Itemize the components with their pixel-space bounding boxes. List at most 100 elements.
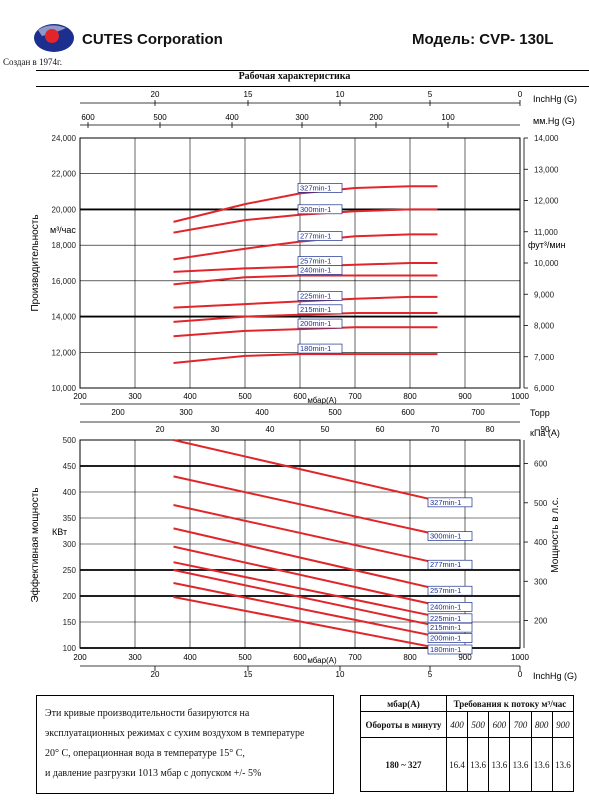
inchhg-top-tick: 20 xyxy=(151,90,160,99)
performance-charts: 20 15 10 5 0 InchHg (G)600 500 400 300 200 100 мм.H… xyxy=(29,90,577,681)
kpa-tick: 50 xyxy=(321,425,330,434)
power-series-line xyxy=(173,596,438,649)
torr-tick: 200 xyxy=(111,408,125,417)
inchhg-top-label: InchHg (G) xyxy=(533,94,577,104)
flow-cell: 13.6 xyxy=(488,737,511,792)
capacity-series-line xyxy=(173,326,438,338)
founded-note: Создан в 1974г. xyxy=(3,57,62,67)
capacity-series-label-box xyxy=(297,343,343,354)
conditions-note: Эти кривые производительности базируются… xyxy=(36,695,334,794)
rpm-header: Обороты в минуту xyxy=(360,711,447,738)
kpa-tick: 60 xyxy=(376,425,385,434)
power-series-line xyxy=(173,475,438,536)
power-series-label-box xyxy=(427,531,473,541)
torr-tick: 500 xyxy=(328,408,342,417)
power-y-tick: 150 xyxy=(63,618,77,627)
capacity-series-label-box xyxy=(297,231,343,241)
divider xyxy=(36,86,589,87)
inchhg-bottom-tick: 20 xyxy=(151,670,160,679)
inchhg-top-tick: 15 xyxy=(244,90,253,99)
capacity-series-label-box xyxy=(297,318,343,329)
inchhg-bottom-label: InchHg (G) xyxy=(533,671,577,681)
inchhg-top-tick: 5 xyxy=(428,90,433,99)
power-series-label: 257min-1 xyxy=(430,586,461,595)
power-right-tick: 200 xyxy=(534,617,548,626)
capacity-right-tick: 14,000 xyxy=(534,134,559,143)
mmhg-top-tick: 600 xyxy=(81,113,95,122)
note-line: Эти кривые производительности базируются… xyxy=(45,708,250,719)
kpa-tick: 40 xyxy=(266,425,275,434)
capacity-series-label: 257min-1 xyxy=(300,257,331,266)
power-y-tick: 500 xyxy=(63,436,77,445)
kpa-label: кПа (А) xyxy=(530,428,560,438)
flow-cell: 13.6 xyxy=(467,737,490,792)
power-series-line xyxy=(173,545,438,607)
pressure-cell: 700 xyxy=(509,711,532,738)
mmhg-top-tick: 200 xyxy=(369,113,383,122)
kpa-tick: 20 xyxy=(156,425,165,434)
capacity-y-tick: 24,000 xyxy=(52,134,77,143)
power-x-tick: 400 xyxy=(183,653,197,662)
capacity-series-label: 327min-1 xyxy=(300,183,331,192)
capacity-series-label-box xyxy=(297,183,343,193)
power-series-label-box xyxy=(427,613,473,624)
power-series-label: 200min-1 xyxy=(430,634,461,643)
mmhg-top-tick: 500 xyxy=(153,113,167,122)
capacity-right-tick: 13,000 xyxy=(534,165,559,174)
capacity-right-tick: 10,000 xyxy=(534,259,559,268)
power-series-line xyxy=(173,582,438,638)
power-y-tick: 400 xyxy=(63,488,77,497)
power-x-tick: 700 xyxy=(348,653,362,662)
flow-requirements-table: мбар(А) Требования к потоку м³/час Оборо… xyxy=(360,695,575,792)
power-y-tick: 450 xyxy=(63,462,77,471)
flow-cell: 13.6 xyxy=(530,737,553,792)
kpa-tick: 70 xyxy=(431,425,440,434)
flow-cell: 13.6 xyxy=(509,737,532,792)
capacity-y-tick: 10,000 xyxy=(52,384,77,393)
power-x-tick: 300 xyxy=(128,653,142,662)
capacity-right-tick: 11,000 xyxy=(534,228,558,237)
power-right-label: Мощность в л.с. xyxy=(550,497,561,572)
power-x-tick: 200 xyxy=(73,653,87,662)
inchhg-bottom-tick: 15 xyxy=(244,670,253,679)
capacity-series-label-box xyxy=(297,265,343,275)
torr-tick: 600 xyxy=(401,408,415,417)
power-series-line xyxy=(173,561,438,618)
capacity-x-label: мбар(А) xyxy=(307,396,337,405)
capacity-series-label: 180min-1 xyxy=(300,344,331,353)
power-right-tick: 500 xyxy=(534,499,548,508)
power-series-label-box xyxy=(427,559,473,570)
power-y-label: Эффективная мощность xyxy=(29,488,41,603)
inchhg-top-tick: 10 xyxy=(336,90,345,99)
capacity-y-tick: 22,000 xyxy=(52,170,77,179)
power-y-tick: 250 xyxy=(63,566,77,575)
note-line: эксплуатационных режимах с сухим воздухо… xyxy=(45,728,305,739)
inchhg-bottom-tick: 5 xyxy=(428,670,433,679)
capacity-x-tick: 800 xyxy=(403,392,417,401)
power-series-label-box xyxy=(427,644,473,655)
note-line: и давление разгрузки 1013 мбар с допуско… xyxy=(45,768,262,779)
mmhg-top-tick: 400 xyxy=(225,113,239,122)
capacity-series-label: 215min-1 xyxy=(300,305,331,314)
inchhg-top-tick: 0 xyxy=(518,90,523,99)
capacity-series-label: 225min-1 xyxy=(300,291,331,300)
pressure-header: мбар(А) xyxy=(360,695,447,712)
power-series-label: 300min-1 xyxy=(430,532,461,541)
capacity-x-tick: 400 xyxy=(183,392,197,401)
company-name: CUTES Corporation xyxy=(82,31,223,48)
power-series-line xyxy=(173,569,438,628)
power-series-label: 327min-1 xyxy=(430,498,461,507)
power-series-label-box xyxy=(427,497,473,508)
capacity-series-label: 277min-1 xyxy=(300,232,331,241)
divider xyxy=(36,70,589,71)
power-x-label: мбар(А) xyxy=(307,656,337,665)
pressure-cell: 900 xyxy=(551,711,575,738)
pressure-cell: 600 xyxy=(488,711,511,738)
company-logo xyxy=(34,24,74,52)
power-series-label-box xyxy=(427,622,473,633)
capacity-x-tick: 900 xyxy=(458,392,472,401)
flow-title: Требования к потоку м³/час xyxy=(445,695,575,712)
pressure-cell: 800 xyxy=(530,711,553,738)
capacity-x-tick: 700 xyxy=(348,392,362,401)
capacity-left-unit: м³/час xyxy=(50,225,76,235)
